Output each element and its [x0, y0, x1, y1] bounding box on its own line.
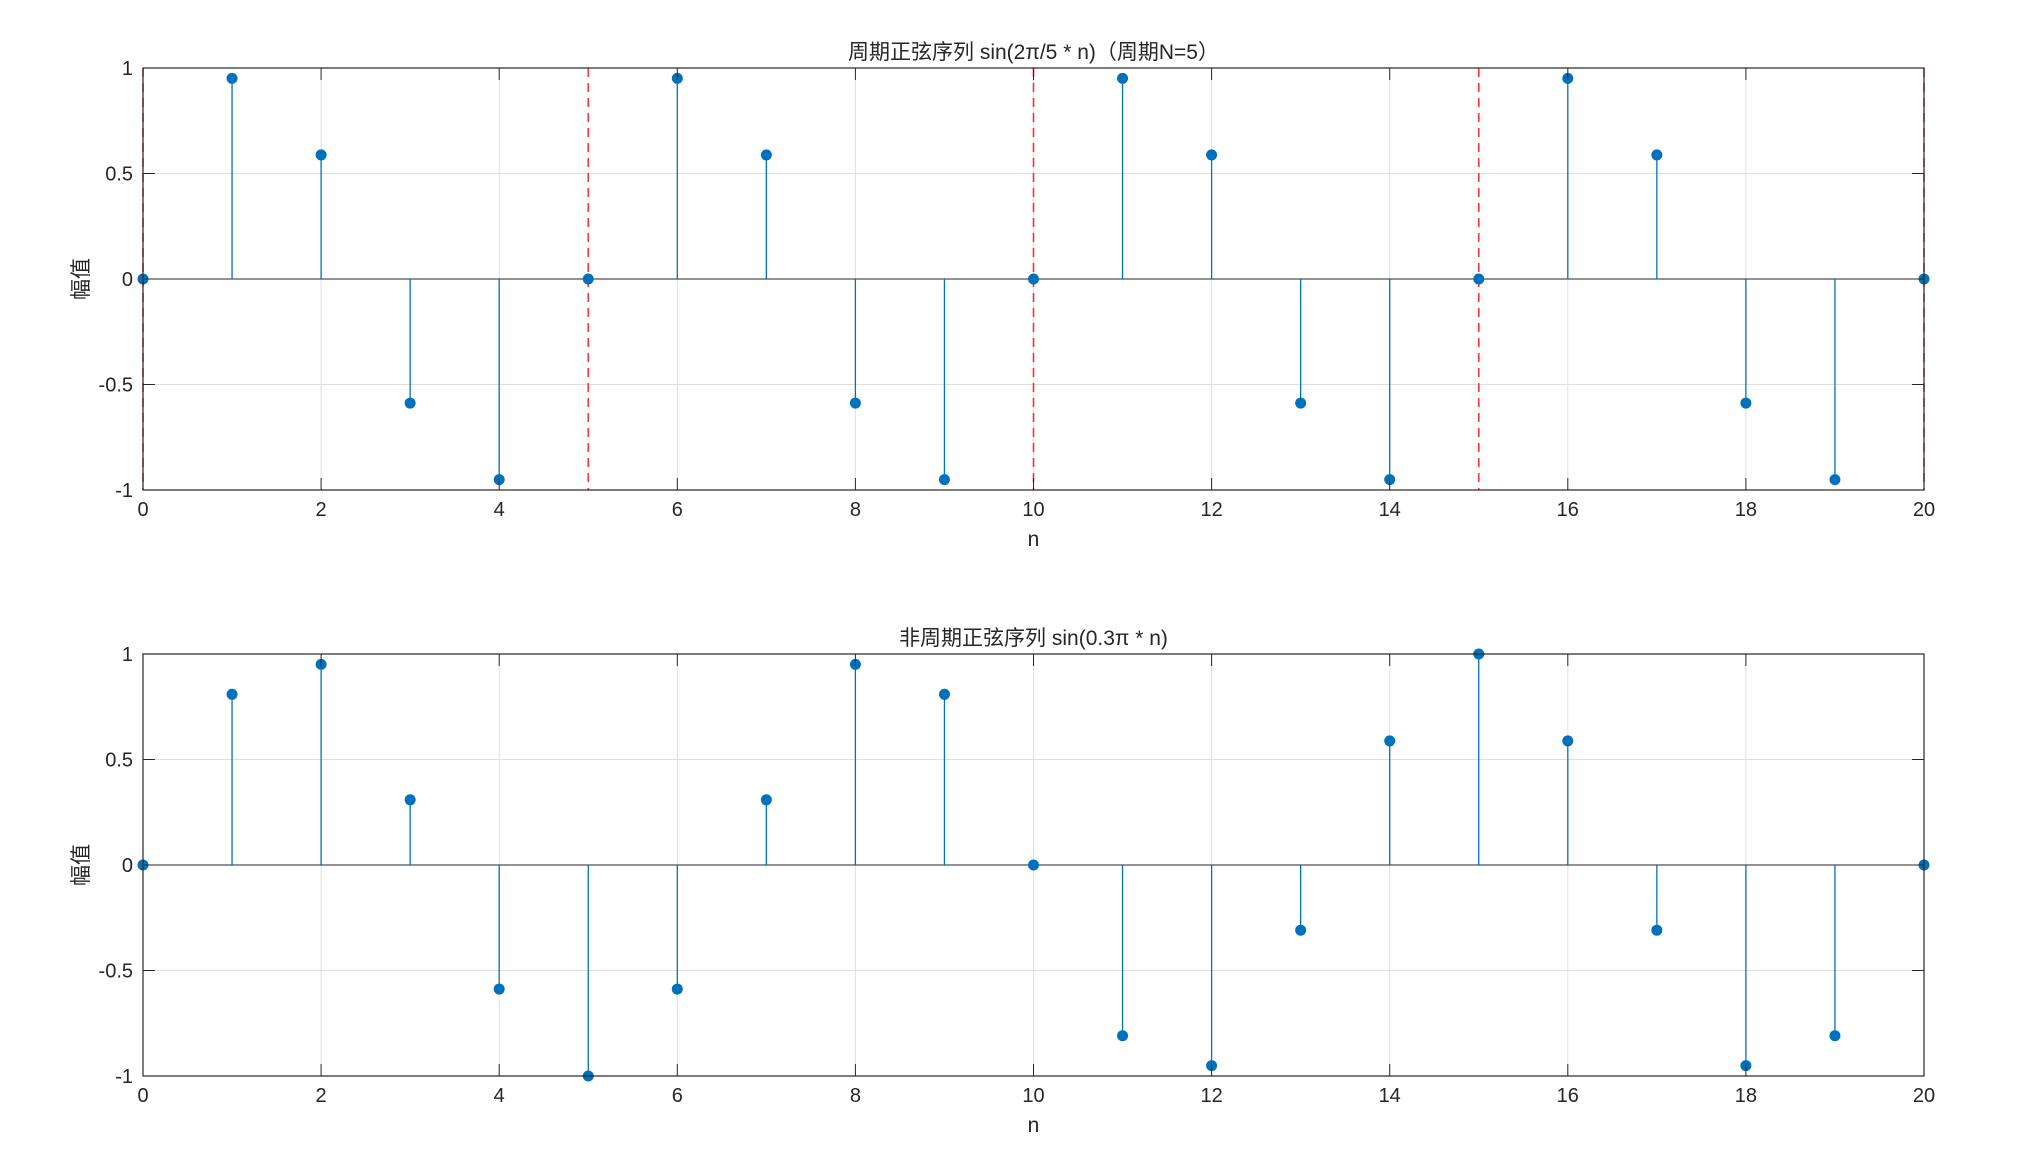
top-chart-xtick-label-10: 20	[1913, 499, 1935, 521]
top-chart-xtick-label-6: 12	[1200, 499, 1222, 521]
bottom-chart-marker-4	[493, 983, 505, 995]
bottom-chart-marker-17	[1651, 924, 1663, 936]
top-chart-ytick-label-2: 0	[122, 269, 133, 291]
bottom-chart-marker-9	[938, 688, 950, 700]
bottom-chart-aperiodic-sine: 0 2 4 6 8 10 12 14 16 18 20 -1 -0.5 0 0.5 1 非周期正弦序列 sin(…	[70, 627, 1935, 1137]
top-chart-xtick-label-5: 10	[1022, 499, 1044, 521]
top-chart-marker-13	[1295, 397, 1307, 409]
bottom-chart-ytick-label-3: 0.5	[105, 750, 133, 772]
top-chart-marker-17	[1651, 149, 1663, 161]
bottom-chart-xtick-label-1: 2	[316, 1085, 327, 1107]
bottom-chart-xtick-label-7: 14	[1379, 1085, 1401, 1107]
bottom-chart-marker-10	[1028, 859, 1039, 871]
top-chart-marker-9	[938, 474, 950, 486]
bottom-chart-marker-13	[1295, 924, 1307, 936]
bottom-chart-marker-1	[226, 688, 238, 700]
bottom-chart-marker-16	[1562, 735, 1574, 747]
top-chart-marker-12	[1206, 149, 1218, 161]
bottom-chart-xtick-label-2: 4	[494, 1085, 505, 1107]
top-chart-xtick-label-2: 4	[494, 499, 505, 521]
top-chart-marker-11	[1117, 72, 1129, 84]
top-chart-marker-18	[1740, 397, 1752, 409]
top-chart-marker-7	[760, 149, 772, 161]
top-chart-marker-2	[315, 149, 327, 161]
top-chart-ytick-label-3: 0.5	[105, 164, 133, 186]
top-chart-xtick-label-3: 6	[672, 499, 683, 521]
top-chart-ytick-label-1: -0.5	[99, 375, 133, 397]
bottom-chart-ytick-label-2: 0	[122, 855, 133, 877]
top-chart-marker-15	[1473, 273, 1485, 285]
top-chart-xtick-label-0: 0	[137, 499, 148, 521]
bottom-chart-xtick-label-0: 0	[137, 1085, 148, 1107]
top-chart-ytick-label-4: 1	[122, 58, 133, 80]
bottom-chart-title: 非周期正弦序列 sin(0.3π * n)	[899, 627, 1168, 650]
bottom-chart-marker-7	[760, 794, 772, 806]
bottom-chart-xtick-label-6: 12	[1200, 1085, 1222, 1107]
bottom-chart-marker-14	[1384, 735, 1396, 747]
bottom-chart-marker-11	[1117, 1030, 1129, 1042]
top-chart-marker-1	[226, 72, 238, 84]
top-chart-xlabel: n	[1028, 528, 1040, 551]
bottom-chart-marker-6	[671, 983, 683, 995]
bottom-chart-xlabel: n	[1028, 1114, 1040, 1137]
top-chart-xtick-label-8: 16	[1557, 499, 1579, 521]
top-chart-ylabel: 幅值	[70, 258, 93, 300]
bottom-chart-ylabel: 幅值	[70, 844, 93, 886]
top-chart-title: 周期正弦序列 sin(2π/5 * n)（周期N=5）	[848, 41, 1219, 64]
top-chart-marker-19	[1829, 474, 1841, 486]
top-chart-xtick-label-9: 18	[1735, 499, 1757, 521]
bottom-chart-xtick-label-3: 6	[672, 1085, 683, 1107]
top-chart-ytick-label-0: -1	[115, 480, 133, 502]
bottom-chart-xtick-label-4: 8	[850, 1085, 861, 1107]
top-chart-xtick-label-7: 14	[1379, 499, 1401, 521]
top-chart-marker-10	[1028, 273, 1039, 285]
bottom-chart-marker-19	[1829, 1030, 1841, 1042]
top-chart-xtick-label-4: 8	[850, 499, 861, 521]
top-chart-xtick-label-1: 2	[316, 499, 327, 521]
top-chart-marker-5	[582, 273, 594, 285]
bottom-chart-xtick-label-9: 18	[1735, 1085, 1757, 1107]
bottom-chart-ytick-label-1: -0.5	[99, 961, 133, 983]
bottom-chart-xtick-label-8: 16	[1557, 1085, 1579, 1107]
top-chart-periodic-sine: 0 2 4 6 8 10 12 14 16 18 20 -1 -0.5 0 0.5 1 周期正弦序列 sin(2…	[70, 41, 1935, 551]
bottom-chart-xtick-label-5: 10	[1022, 1085, 1044, 1107]
bottom-chart-ytick-label-4: 1	[122, 644, 133, 666]
bottom-chart-marker-3	[404, 794, 416, 806]
bottom-chart-xtick-label-10: 20	[1913, 1085, 1935, 1107]
bottom-chart-ytick-label-0: -1	[115, 1066, 133, 1088]
top-chart-marker-3	[404, 397, 416, 409]
top-chart-marker-8	[849, 397, 861, 409]
